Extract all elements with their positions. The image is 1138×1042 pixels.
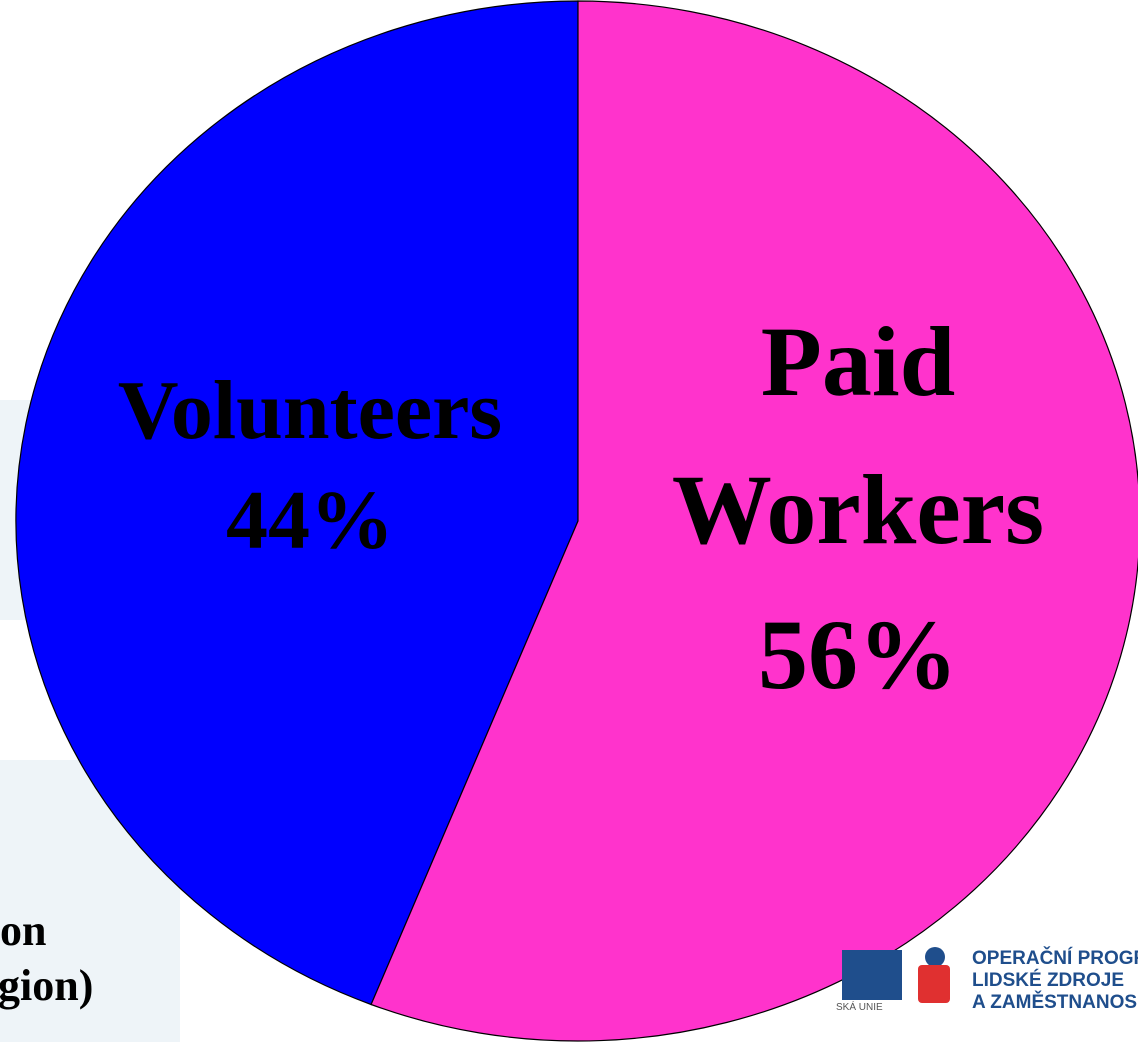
person-icon (918, 965, 950, 1003)
slice-label-workers: Workers (672, 454, 1044, 565)
eu-logo: SKÁ UNIE (836, 950, 902, 1013)
logo-line3: A ZAMĚSTNANOS (972, 991, 1137, 1013)
puzzle-icon (925, 947, 945, 967)
eu-caption: SKÁ UNIE (836, 1000, 883, 1013)
slice-paid-workers (370, 0, 1138, 1042)
eu-flag-icon (842, 950, 902, 1000)
logo-line1: OPERAČNÍ PROGR (972, 947, 1138, 969)
slice-volunteers (15, 0, 579, 1006)
pie-slices (15, 0, 1138, 1042)
slice-value-volunteers: 44% (226, 474, 394, 567)
logo-line2: LIDSKÉ ZDROJE (972, 969, 1124, 991)
background-text-line1: on (0, 906, 46, 955)
slice-value-paid-workers: 56% (758, 599, 958, 710)
slice-label-volunteers: Volunteers (118, 364, 502, 457)
background-text-line2: gion) (0, 961, 93, 1010)
op-logo: OPERAČNÍ PROGR LIDSKÉ ZDROJE A ZAMĚSTNAN… (918, 947, 1138, 1013)
slice-label-paid: Paid (761, 306, 955, 417)
